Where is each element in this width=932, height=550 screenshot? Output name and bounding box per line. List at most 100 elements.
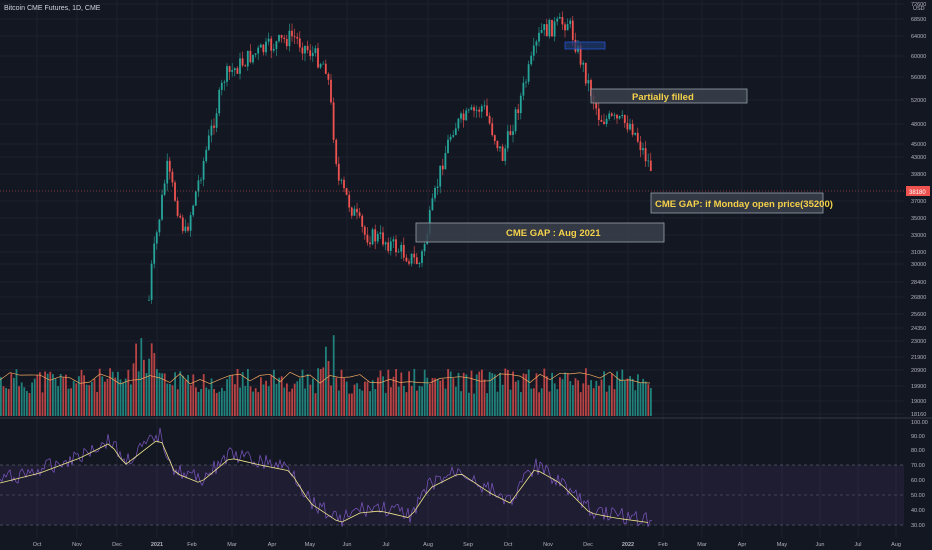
candle-body bbox=[213, 125, 215, 128]
candle-body bbox=[421, 251, 423, 263]
candle-body bbox=[400, 244, 403, 252]
volume-bar bbox=[429, 384, 431, 416]
volume-bar bbox=[221, 387, 223, 416]
rsi-series bbox=[0, 427, 653, 527]
volume-bar bbox=[470, 370, 473, 416]
volume-bar bbox=[436, 378, 439, 416]
rsi-tick-label: 40.00 bbox=[911, 508, 925, 514]
volume-bar bbox=[265, 380, 267, 416]
candle-body bbox=[410, 253, 413, 264]
candle-body bbox=[431, 198, 434, 211]
candle-body bbox=[600, 119, 603, 122]
candle-body bbox=[480, 106, 483, 112]
current-price-value: 38180 bbox=[909, 190, 926, 196]
volume-bar bbox=[156, 369, 158, 416]
candle-body bbox=[499, 146, 501, 149]
candle-body bbox=[257, 47, 260, 54]
candle-body bbox=[587, 80, 590, 84]
candle-body bbox=[642, 148, 644, 151]
volume-bar bbox=[215, 392, 218, 416]
candle-body bbox=[275, 41, 278, 49]
candle-body bbox=[634, 132, 637, 135]
candle-body bbox=[636, 132, 639, 142]
candle-body bbox=[449, 136, 452, 140]
candle-body bbox=[579, 45, 582, 65]
volume-bar bbox=[57, 386, 59, 416]
volume-bar bbox=[452, 378, 455, 416]
price-tick-label: 52000 bbox=[911, 98, 926, 104]
volume-bar bbox=[650, 388, 652, 416]
candle-body bbox=[369, 242, 371, 245]
candle-body bbox=[644, 148, 647, 162]
volume-bar bbox=[184, 380, 187, 416]
volume-bar bbox=[260, 377, 262, 416]
candle-body bbox=[447, 139, 449, 154]
volume-bar bbox=[538, 392, 540, 416]
candle-body bbox=[319, 64, 322, 68]
volume-bar bbox=[231, 374, 234, 416]
volume-bar bbox=[145, 373, 148, 416]
candle-body bbox=[527, 64, 530, 82]
candle-body bbox=[231, 70, 234, 72]
volume-bar bbox=[569, 381, 572, 416]
annotation-partially-filled[interactable]: Partially filled bbox=[590, 88, 748, 104]
candle-body bbox=[595, 103, 598, 109]
volume-bar bbox=[226, 379, 228, 416]
volume-bar bbox=[501, 384, 504, 416]
candle-body bbox=[291, 30, 293, 37]
rsi-axis[interactable]: 100.00 90.00 80.00 70.00 60.00 50.00 40.00 30.0… bbox=[911, 420, 928, 529]
current-price-tag bbox=[906, 186, 930, 196]
volume-bar bbox=[280, 376, 283, 416]
candle-body bbox=[376, 233, 379, 242]
volume-bar bbox=[319, 369, 322, 416]
volume-bar bbox=[197, 392, 200, 416]
time-axis[interactable]: Oct Nov Dec 2021 Feb Mar Apr May Jun Jul Aug Sep Oct… bbox=[33, 542, 901, 548]
volume-bar bbox=[13, 377, 15, 416]
time-tick-label: Dec bbox=[112, 542, 122, 548]
volume-bar bbox=[306, 374, 309, 416]
candle-body bbox=[392, 239, 395, 242]
candle-body bbox=[629, 123, 631, 130]
volume-bar bbox=[629, 376, 631, 416]
candle-body bbox=[571, 20, 574, 40]
candle-body bbox=[155, 232, 158, 244]
annotation-gap-monday[interactable]: CME GAP: if Monday open price(35200) bbox=[650, 192, 833, 214]
volume-bar bbox=[434, 378, 436, 416]
time-tick-label: Feb bbox=[658, 542, 667, 548]
small-gap-box[interactable] bbox=[564, 41, 606, 50]
time-tick-label: Nov bbox=[543, 542, 553, 548]
candle-body bbox=[457, 118, 460, 129]
volume-bar bbox=[340, 369, 343, 416]
candle-body bbox=[556, 18, 559, 22]
price-tick-label: 21900 bbox=[911, 355, 926, 361]
candle-body bbox=[283, 37, 286, 39]
volume-bar bbox=[2, 386, 5, 416]
annotation-gap-aug[interactable]: CME GAP : Aug 2021 bbox=[415, 222, 665, 243]
volume-bar bbox=[564, 372, 566, 416]
volume-bar bbox=[46, 373, 49, 416]
volume-bar bbox=[291, 388, 293, 416]
volume-bar bbox=[150, 343, 153, 416]
volume-bar bbox=[491, 373, 494, 416]
volume-bar bbox=[348, 393, 351, 416]
rsi-tick-label: 50.00 bbox=[911, 493, 925, 499]
volume-bar bbox=[54, 378, 57, 416]
volume-bar bbox=[626, 378, 629, 416]
candle-body bbox=[517, 109, 520, 114]
candle-body bbox=[288, 30, 291, 47]
volume-bar bbox=[41, 392, 44, 416]
volume-bar bbox=[187, 374, 189, 416]
candle-body bbox=[597, 108, 600, 120]
volume-bar bbox=[15, 369, 18, 416]
volume-bar bbox=[309, 384, 312, 416]
volume-bar bbox=[374, 388, 377, 416]
volume-bar bbox=[605, 391, 608, 416]
candle-body bbox=[465, 110, 468, 121]
candle-body bbox=[192, 205, 195, 216]
price-axis[interactable]: 72600 68500 64000 60000 56000 52000 48000 45000… bbox=[911, 2, 926, 418]
volume-bar bbox=[176, 389, 179, 416]
candle-body bbox=[337, 163, 340, 181]
candle-body bbox=[226, 66, 228, 82]
candle-body bbox=[475, 109, 478, 111]
